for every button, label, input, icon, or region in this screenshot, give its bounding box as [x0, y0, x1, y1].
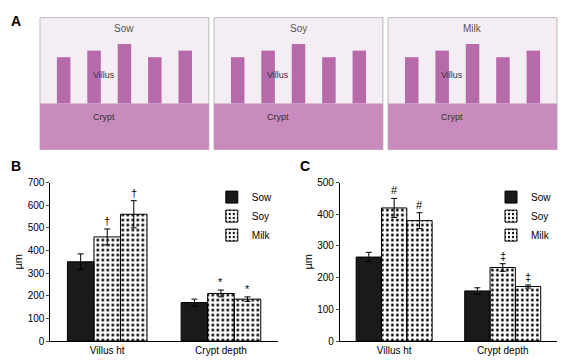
svg-text:†: †: [131, 187, 137, 199]
svg-text:µm: µm: [302, 254, 314, 270]
svg-text:Sow: Sow: [252, 192, 272, 203]
svg-text:Crypt: Crypt: [93, 112, 115, 122]
svg-text:Soy: Soy: [531, 211, 548, 222]
svg-text:*: *: [245, 283, 250, 295]
svg-text:200: 200: [317, 272, 334, 283]
svg-text:100: 100: [28, 313, 45, 324]
svg-text:Soy: Soy: [290, 23, 307, 34]
svg-text:Villus: Villus: [267, 70, 289, 80]
svg-text:100: 100: [317, 304, 334, 315]
svg-text:300: 300: [28, 268, 45, 279]
svg-text:A: A: [11, 13, 21, 29]
svg-text:Sow: Sow: [531, 192, 551, 203]
svg-text:Sow: Sow: [114, 23, 134, 34]
svg-text:300: 300: [317, 240, 334, 251]
svg-text:400: 400: [28, 245, 45, 256]
svg-text:Milk: Milk: [252, 230, 271, 241]
svg-text:C: C: [300, 158, 310, 174]
svg-text:‡: ‡: [525, 271, 531, 283]
svg-text:600: 600: [28, 200, 45, 211]
svg-text:Crypt: Crypt: [441, 112, 463, 122]
svg-text:†: †: [104, 215, 110, 227]
svg-text:Crypt: Crypt: [267, 112, 289, 122]
svg-text:Soy: Soy: [252, 211, 269, 222]
svg-text:Crypt depth: Crypt depth: [477, 345, 529, 356]
svg-text:‡: ‡: [500, 250, 506, 262]
svg-text:0: 0: [328, 336, 334, 347]
svg-text:0: 0: [39, 336, 45, 347]
svg-text:Villus ht: Villus ht: [90, 345, 125, 356]
svg-text:µm: µm: [12, 254, 24, 270]
svg-text:B: B: [11, 158, 21, 174]
svg-text:*: *: [218, 276, 223, 288]
svg-text:#: #: [391, 184, 398, 196]
svg-text:Villus: Villus: [441, 70, 463, 80]
svg-text:Villus: Villus: [93, 70, 115, 80]
svg-text:500: 500: [317, 177, 334, 188]
svg-text:Villus ht: Villus ht: [377, 345, 412, 356]
svg-text:200: 200: [28, 290, 45, 301]
svg-text:400: 400: [317, 209, 334, 220]
svg-text:500: 500: [28, 222, 45, 233]
svg-text:Milk: Milk: [463, 23, 482, 34]
svg-text:#: #: [416, 199, 423, 211]
svg-text:Milk: Milk: [531, 230, 550, 241]
svg-text:Crypt depth: Crypt depth: [195, 345, 247, 356]
svg-text:700: 700: [28, 177, 45, 188]
